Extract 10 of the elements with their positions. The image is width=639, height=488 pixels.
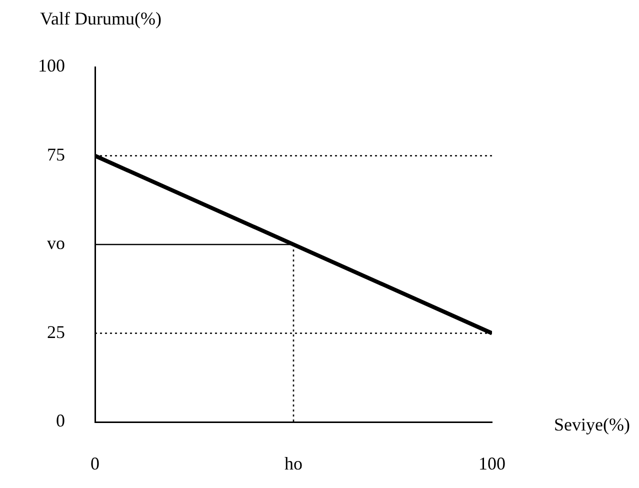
y-tick-label: 25 <box>47 322 65 342</box>
y-tick-label: 0 <box>56 410 65 431</box>
y-tick-label: vo <box>47 233 65 254</box>
y-axis-title: Valf Durumu(%) <box>40 8 162 29</box>
x-axis-title: Seviye(%) <box>554 414 630 435</box>
y-tick-label: 75 <box>47 144 65 164</box>
x-tick-label: ho <box>284 454 302 474</box>
x-tick-label: 0 <box>90 454 100 474</box>
y-tick-label: 100 <box>38 56 65 76</box>
x-tick-label: 100 <box>478 454 506 474</box>
